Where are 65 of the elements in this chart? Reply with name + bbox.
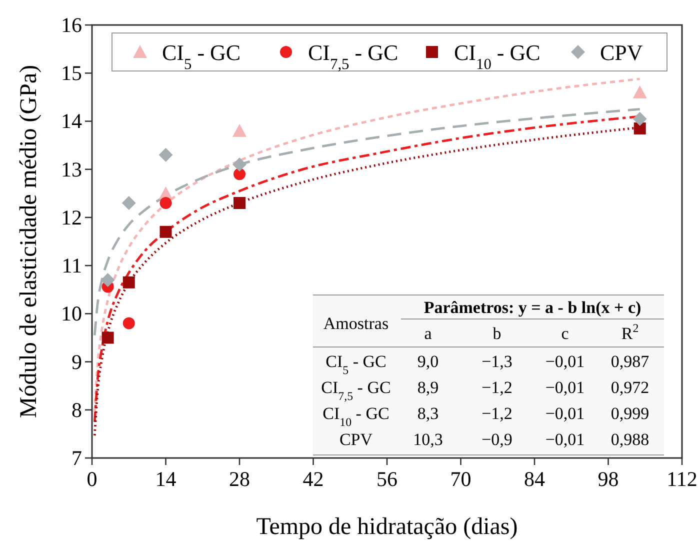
y-tick-label: 16 — [61, 13, 82, 37]
y-tick-label: 14 — [61, 109, 82, 134]
y-tick-label: 13 — [61, 157, 82, 182]
annotation: 8,3 — [417, 404, 439, 423]
point — [102, 332, 114, 344]
x-tick-label: 70 — [450, 467, 472, 491]
annotation: −0,9 — [482, 430, 512, 449]
legend-label: CI$_{5}$ - GC — [162, 40, 241, 72]
annotation: 9,0 — [417, 352, 439, 371]
annotation: 10,3 — [413, 430, 443, 449]
y-tick-label: 11 — [62, 254, 82, 278]
y-axis-title: Módulo de elasticidade médio (GPa) — [16, 64, 42, 418]
y-tick-label: 8 — [72, 398, 82, 422]
annotation: CI$_{5}$ - GC — [326, 352, 386, 377]
x-tick-label: 98 — [598, 467, 619, 491]
x-tick-label: 42 — [302, 467, 324, 491]
legend-label: CI$_{7,5}$ - GC — [308, 40, 398, 72]
y-tick-label: 15 — [61, 61, 82, 86]
y-tick-label: 10 — [61, 302, 82, 326]
annotation: Amostras — [323, 314, 389, 333]
annotation: −1,2 — [482, 404, 512, 423]
legend-label: CPV — [600, 40, 643, 65]
point — [122, 196, 136, 210]
x-tick-label: 56 — [376, 467, 398, 491]
annotation: c — [561, 324, 570, 343]
annotation: a — [424, 324, 432, 343]
annotation: −0,01 — [545, 378, 585, 397]
annotation: 0,999 — [610, 404, 650, 423]
point — [232, 158, 246, 172]
point — [158, 148, 173, 162]
annotation: Parâmetros: y = a - b ln(x + c) — [424, 298, 642, 317]
point — [160, 197, 172, 210]
annotation: R$^{2}$ — [621, 321, 639, 343]
x-tick-label: 28 — [229, 467, 250, 491]
point — [160, 226, 172, 238]
point — [122, 317, 135, 330]
x-axis-title: Tempo de hidratação (dias) — [256, 514, 518, 540]
point — [632, 112, 647, 126]
point — [100, 272, 115, 287]
x-tick-label: 0 — [86, 467, 98, 491]
annotation: 0,988 — [610, 430, 650, 449]
annotation: CI$_{10}$ - GC — [322, 404, 390, 429]
annotation: 8,9 — [417, 378, 439, 397]
point — [234, 197, 246, 210]
annotation: −1,2 — [482, 378, 512, 397]
annotation: 0,972 — [610, 378, 650, 397]
annotation: 0,987 — [610, 352, 650, 371]
annotation: −0,01 — [545, 352, 585, 371]
point — [122, 276, 135, 288]
annotation: CI$_{7,5}$ - GC — [321, 378, 391, 403]
point — [634, 122, 646, 134]
x-tick-label: 14 — [155, 467, 177, 491]
point — [632, 85, 647, 98]
annotation: −1,3 — [482, 352, 512, 371]
annotation: −0,01 — [545, 430, 585, 449]
annotation: CPV — [339, 430, 374, 449]
legend-label: CI$_{10}$ - GC — [454, 40, 540, 72]
x-tick-label: 84 — [524, 467, 546, 491]
y-tick-label: 9 — [72, 350, 82, 374]
x-tick-label: 112 — [666, 467, 698, 491]
annotation: b — [492, 324, 502, 343]
annotation: −0,01 — [545, 404, 585, 423]
y-tick-label: 7 — [72, 446, 82, 470]
y-tick-label: 12 — [61, 205, 82, 230]
point — [232, 124, 246, 137]
